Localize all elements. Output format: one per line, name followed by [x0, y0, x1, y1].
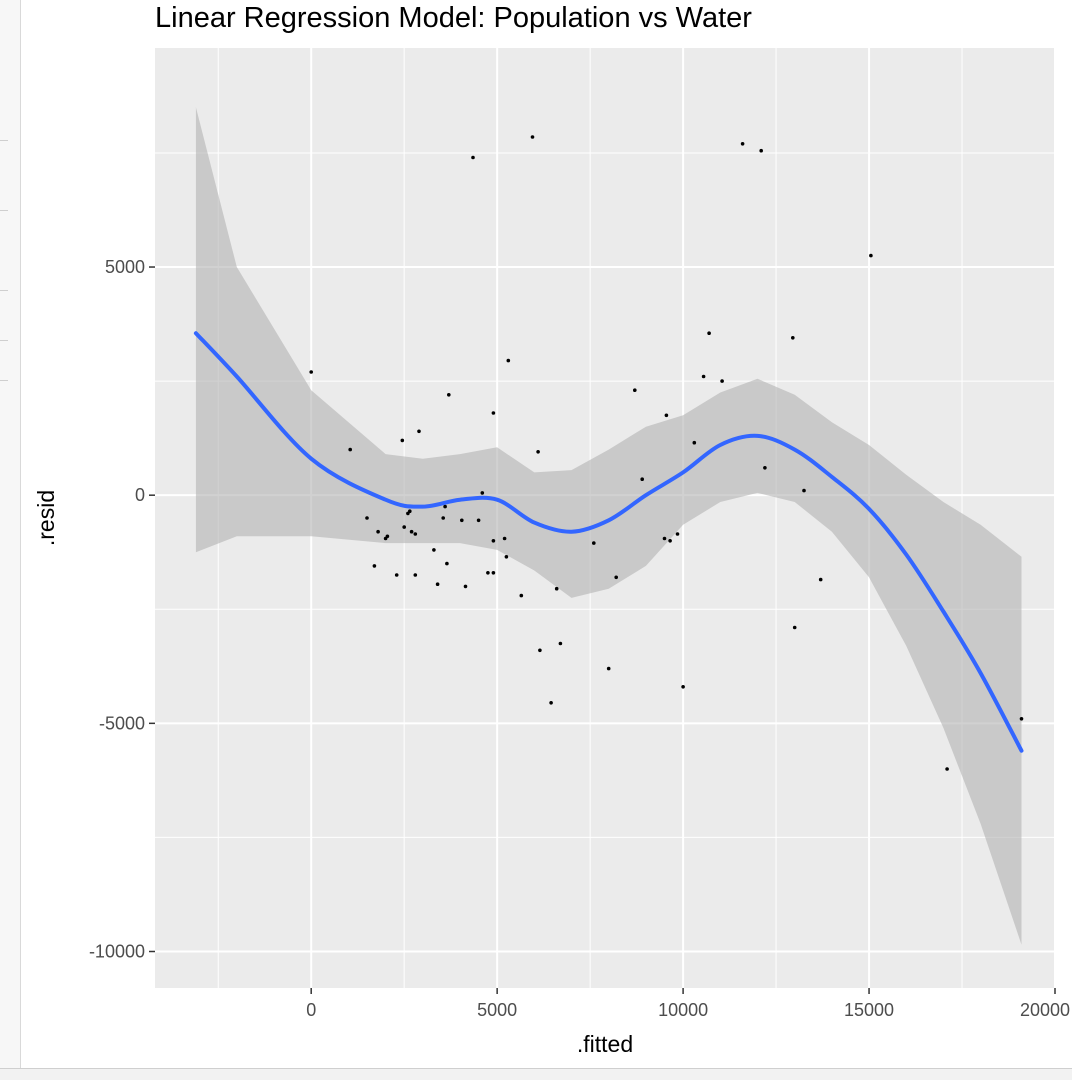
data-point [447, 393, 451, 397]
y-tick-label: 0 [135, 485, 145, 505]
data-point [376, 529, 380, 534]
data-point [408, 509, 412, 513]
data-point [435, 582, 440, 586]
pane-divider [0, 340, 8, 341]
data-point [640, 477, 644, 482]
pane-divider [0, 290, 8, 291]
data-point [491, 571, 496, 575]
data-point [400, 438, 405, 443]
x-tick-label: 0 [306, 1000, 316, 1020]
smooth-line [193, 331, 1024, 753]
data-point [558, 641, 563, 646]
data-point [348, 447, 353, 452]
data-point [504, 555, 509, 559]
window-bottom-edge [0, 1068, 1072, 1080]
x-tick-label: 15000 [844, 1000, 894, 1020]
data-point [592, 541, 596, 545]
data-point [463, 584, 468, 589]
data-point [413, 573, 418, 577]
data-point [385, 534, 390, 539]
data-point [309, 370, 314, 374]
data-point [502, 536, 507, 541]
data-point [530, 135, 535, 139]
pane-divider [0, 210, 8, 211]
data-point [549, 701, 553, 705]
data-point [791, 336, 795, 340]
data-point [443, 504, 447, 509]
x-tick-label: 10000 [658, 1000, 708, 1020]
pane-divider [0, 380, 8, 381]
data-point [701, 374, 706, 379]
data-point [675, 532, 680, 536]
data-point [538, 648, 542, 653]
data-point [763, 466, 767, 470]
data-point [536, 450, 540, 454]
data-point [476, 518, 481, 523]
data-point [818, 577, 823, 582]
data-point [614, 575, 618, 580]
data-point [720, 379, 724, 383]
data-point [372, 564, 377, 568]
data-point [802, 488, 806, 493]
data-point [792, 625, 797, 630]
data-point [707, 331, 711, 336]
data-point [664, 413, 669, 418]
data-point [662, 536, 667, 541]
y-tick-label: -10000 [89, 941, 145, 961]
data-point [441, 516, 446, 520]
data-point [413, 532, 418, 536]
y-tick-label: -5000 [99, 713, 145, 733]
data-point [394, 573, 399, 577]
chart-title: Linear Regression Model: Population vs W… [155, 2, 752, 34]
y-axis-title: .resid [33, 490, 59, 546]
pane-divider [0, 140, 8, 141]
left-pane-edge [0, 0, 21, 1080]
data-point [759, 148, 763, 153]
data-point [486, 571, 490, 575]
x-tick-label: 20000 [1020, 1000, 1070, 1020]
data-point [460, 518, 464, 523]
data-point [681, 685, 685, 689]
x-axis-title: .fitted [577, 1031, 633, 1057]
y-axis-ticks: -10000 -5000 0 5000 [89, 257, 155, 961]
data-point [554, 586, 559, 591]
residual-points [309, 135, 1024, 771]
data-point [365, 516, 369, 520]
data-point [869, 253, 873, 258]
data-point [480, 491, 485, 495]
data-point [409, 529, 414, 534]
y-tick-label: 5000 [105, 257, 145, 277]
data-point [519, 593, 524, 598]
data-point [402, 525, 407, 529]
data-point [445, 561, 449, 566]
data-point [417, 429, 421, 434]
data-point [432, 548, 436, 552]
data-point [606, 666, 611, 671]
x-axis-ticks: 0 5000 10000 15000 20000 [306, 988, 1070, 1020]
data-point [1019, 717, 1024, 721]
data-point [740, 142, 745, 146]
x-tick-label: 5000 [477, 1000, 517, 1020]
data-point [491, 539, 496, 543]
data-point [471, 155, 475, 160]
data-point [668, 539, 672, 543]
data-point [506, 358, 511, 363]
data-point [633, 388, 637, 393]
data-point [692, 440, 697, 445]
data-point [945, 767, 949, 771]
data-point [491, 411, 496, 415]
confidence-ribbon [195, 107, 1022, 945]
